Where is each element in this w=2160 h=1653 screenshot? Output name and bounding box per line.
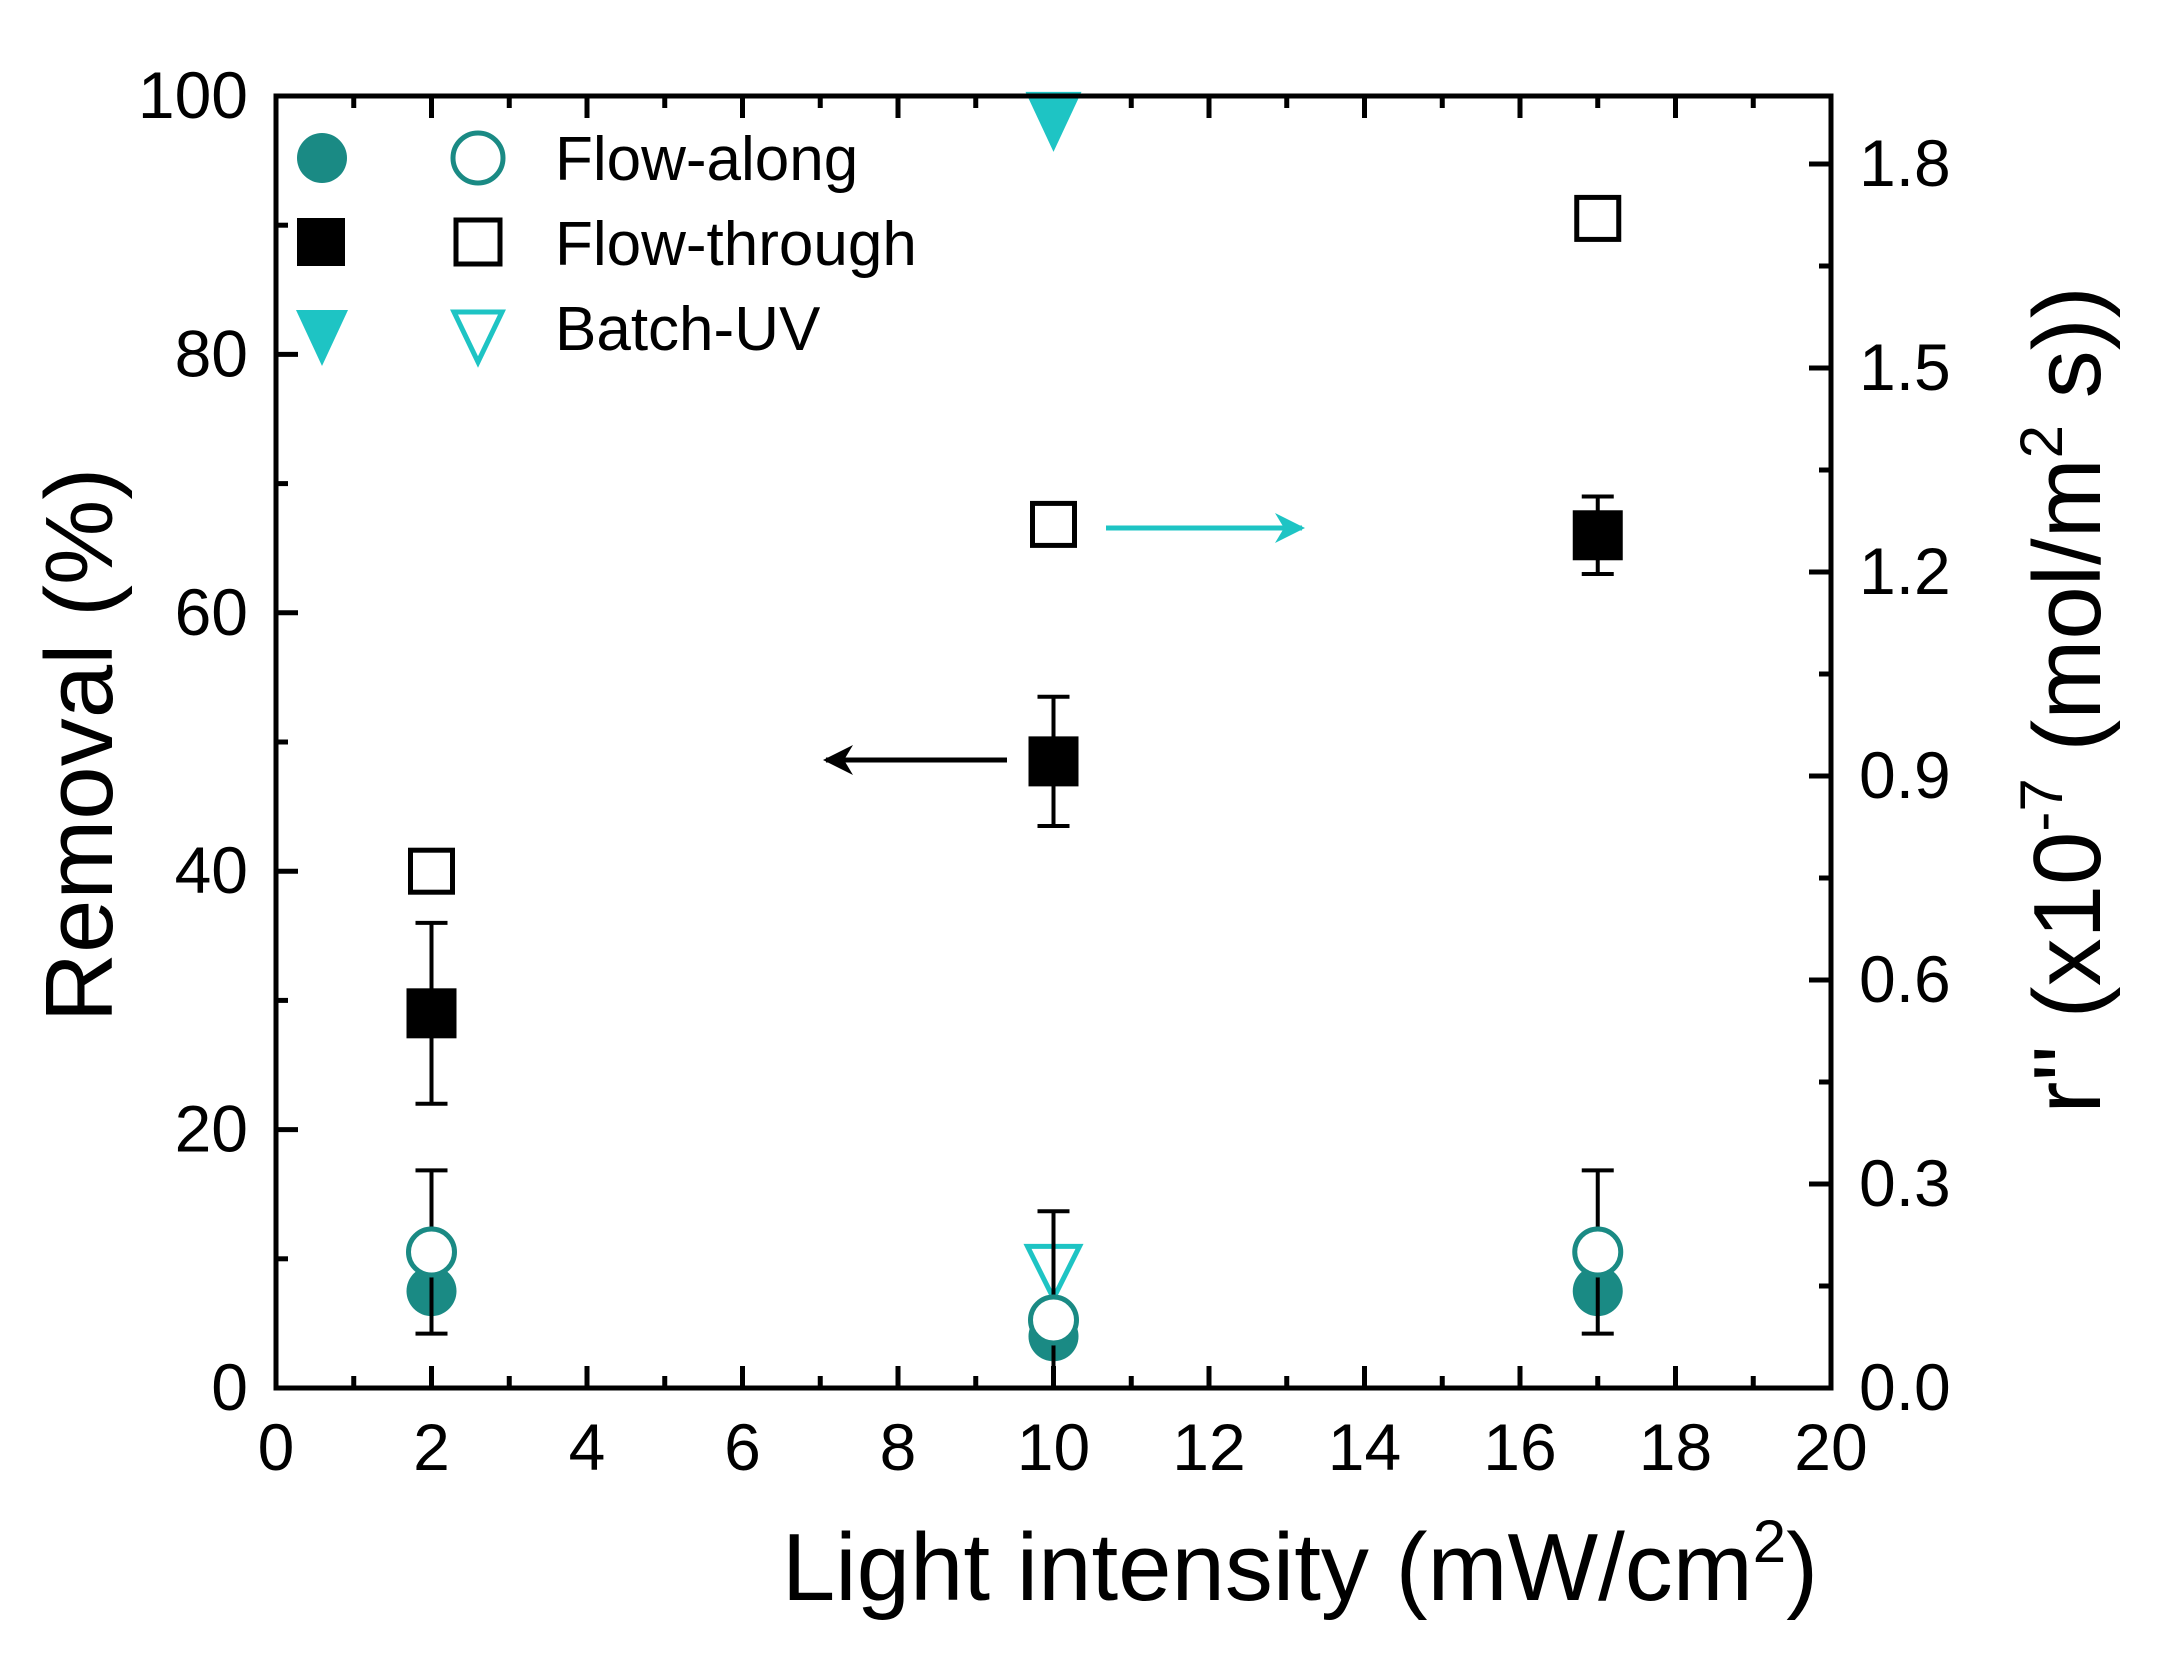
y2-tick-label: 1.2 [1859, 534, 1951, 608]
y2-tick-label: 0.9 [1859, 738, 1951, 812]
flow-along-point-open [1028, 1294, 1079, 1346]
x-tick-label: 8 [880, 1410, 917, 1484]
legend-marker-flow-through-filled [297, 218, 345, 266]
flow-through-point-filled [406, 988, 457, 1039]
legend-marker-flow-through-open [453, 217, 503, 267]
y2-axis-title: r'' (x10-7 (mol/m2 s)) [2008, 286, 2121, 1113]
x-tick-label: 2 [413, 1410, 450, 1484]
legend-label-batch-uv: Batch-UV [555, 295, 821, 364]
legend-label-flow-through: Flow-through [555, 210, 917, 279]
y-tick-label: 0 [211, 1350, 248, 1424]
x-axis-title: Light intensity (mW/cm2) [782, 1508, 1818, 1621]
x-tick-label: 18 [1639, 1410, 1712, 1484]
y-tick-label: 40 [175, 833, 248, 907]
flow-through-point-open [1574, 194, 1622, 242]
y-tick-label: 60 [175, 575, 248, 649]
x-tick-label: 6 [724, 1410, 761, 1484]
data-marks [406, 91, 1624, 1390]
plot-frame [273, 93, 1834, 1391]
legend-marker-flow-along-open [450, 130, 506, 186]
flow-along-point-open [1572, 1226, 1624, 1278]
y2-tick-label: 0.6 [1859, 942, 1951, 1016]
flow-through-point-filled [1028, 736, 1079, 787]
legend-marker-batch-uv-open [450, 309, 506, 368]
x-tick-label: 20 [1794, 1410, 1867, 1484]
y2-tick-label: 1.8 [1859, 126, 1951, 200]
legend-marker-batch-uv-filled [296, 310, 348, 366]
x-tick-label: 4 [569, 1410, 606, 1484]
y2-tick-label: 0.3 [1859, 1146, 1951, 1220]
flow-through-point-open [1030, 500, 1077, 548]
flow-along-point-open [406, 1226, 457, 1278]
y2-tick-label: 0.0 [1859, 1350, 1951, 1424]
y-axis-title: Removal (%) [26, 468, 133, 1023]
flow-through-point-filled [1572, 510, 1623, 561]
x-tick-label: 0 [258, 1410, 295, 1484]
batch-uv-point-filled [1025, 91, 1082, 152]
x-tick-label: 14 [1328, 1410, 1401, 1484]
legend-marker-flow-along-filled [297, 133, 347, 183]
x-tick-label: 12 [1172, 1410, 1245, 1484]
y-tick-label: 20 [175, 1092, 248, 1166]
legend: Flow-along Flow-through Batch-UV [296, 125, 917, 368]
tick-labels: 0 2 4 6 8 10 12 14 16 18 20 0 20 40 60 80 100 0.0 0.3 0.6 0.… [138, 58, 1951, 1484]
y2-tick-label: 1.5 [1859, 330, 1951, 404]
x-tick-label: 16 [1483, 1410, 1556, 1484]
y-tick-label: 100 [138, 58, 248, 132]
legend-label-flow-along: Flow-along [555, 125, 858, 194]
y-tick-label: 80 [175, 316, 248, 390]
x-tick-label: 10 [1017, 1410, 1090, 1484]
flow-through-point-open [408, 847, 455, 895]
